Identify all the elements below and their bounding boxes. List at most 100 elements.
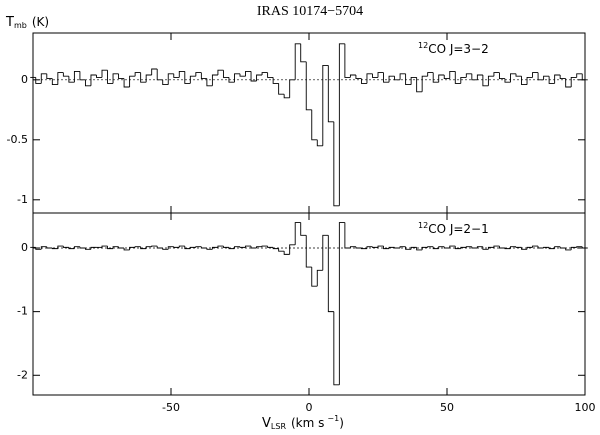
spectrum-step [283,94,290,99]
spectrum-step [62,246,69,248]
spectrum-step [427,72,434,77]
spectrum-step [68,76,75,83]
spectrum-step [300,222,307,236]
spectrum-step [123,248,130,251]
spectrum-step [443,75,450,80]
spectrum-step [349,74,356,78]
spectrum-step [421,75,428,92]
spectrum-step [178,70,185,78]
x-tick-label: 50 [440,401,454,414]
spectrum-step [559,75,566,80]
spectrum-step [360,248,367,250]
spectrum-step [289,244,296,255]
spectrum-step [195,72,202,77]
line-label: 12CO J=2−1 [418,221,489,236]
spectrum-step [504,248,511,250]
spectrum-step [454,71,461,84]
spectrum-step [416,247,423,251]
spectrum-step [349,246,356,248]
spectrum-step [96,75,102,78]
spectrum-step [521,247,528,250]
spectrum-step [438,74,445,83]
spectrum-step [90,74,97,86]
x-label-end: ) [339,416,344,430]
spectrum-step [548,76,555,84]
spectrum-step [239,246,246,248]
spectrum-step [360,78,367,84]
spectrum-step [35,77,42,84]
spectrum-step [167,246,174,250]
spectrum-step [526,246,533,250]
spectrum-step [471,246,478,249]
spectrum-step [449,70,456,79]
spectrum-step [228,77,235,83]
y-label-main: T [5,15,14,30]
line-label-sup: 12 [418,221,428,230]
spectrum-step [532,245,539,248]
chart-title: IRAS 10174−5704 [257,4,363,19]
spectrum-step [134,246,141,248]
spectrum-step [162,248,169,250]
spectrum-step [543,75,550,80]
spectrum-step [383,72,390,83]
spectrum-step [156,69,163,81]
spectrum-step [394,247,401,249]
spectrum-step [62,72,69,77]
y-tick-label: -1 [17,305,28,318]
spectrum-step [427,246,434,248]
spectrum-step [432,72,439,83]
spectrum-step [256,74,263,81]
spectrum-step [410,246,417,250]
spectrum-step [565,248,572,251]
spectrum-step [261,72,268,75]
spectrum-step [234,73,240,83]
spectrum-step [79,246,86,249]
spectrum-step [40,246,47,250]
spectrum-step [554,246,561,249]
spectrum-step [206,78,213,87]
spectrum-step [46,246,53,249]
spectrum-step [476,74,483,80]
spectrum-step [294,43,301,80]
spectrum-step [515,246,522,248]
spectrum-step [300,43,307,63]
spectrum-step [454,246,461,250]
spectrum-step [405,246,412,250]
spectrum-step [482,246,489,250]
spectrum-step [559,246,566,249]
spectrum-step [460,76,467,84]
spectrum-step [51,78,58,86]
spectrum-step [167,73,174,85]
spectrum-step [493,245,500,248]
spectrum-step [145,74,152,83]
spectrum-step [344,43,351,78]
spectrum-step [267,246,274,248]
x-label-main: V [262,416,271,431]
spectrum-step [73,70,80,83]
spectrum-step [322,234,329,271]
spectrum-step [250,246,257,249]
spectrum-step [189,75,196,84]
spectrum-step [245,70,252,77]
spectrum-step [272,77,279,84]
spectrum-step [250,71,257,82]
spectrum-step [333,121,340,207]
spectrum-step [140,72,147,83]
spectrum-step [399,73,406,80]
spectrum-step [510,73,516,83]
spectrum-step [416,77,423,93]
spectrum-step [388,246,395,249]
spectrum-step [372,246,378,248]
spectrum-step [239,73,246,77]
spectrum-step [129,246,136,250]
spectrum-step [565,78,572,88]
spectrum-step [151,245,158,247]
spectrum-step [211,246,218,250]
spectrum-step [570,246,577,250]
spectrum-step [581,73,588,81]
spectrum-step [498,72,505,80]
spectrum-step [482,75,489,87]
spectrum-step [261,245,268,247]
spectrum-step [432,246,439,250]
